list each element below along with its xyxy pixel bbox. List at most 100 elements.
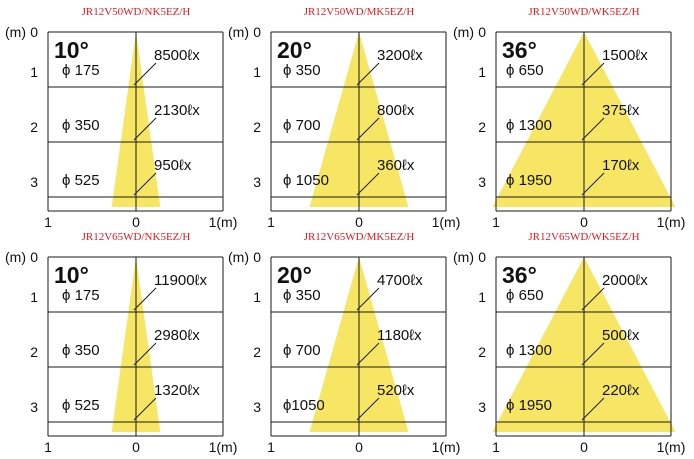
y-tick-2: 2	[30, 119, 38, 135]
x-tick-right: 1(m)	[209, 214, 238, 230]
illuminance-value: 8500ℓx	[154, 47, 200, 64]
x-tick-left: 1	[267, 214, 275, 230]
illuminance-value: 950ℓx	[154, 157, 192, 174]
beam-diameter: ϕ 700	[283, 117, 321, 134]
leader-line	[133, 342, 157, 366]
y-tick-3: 3	[253, 174, 261, 190]
beam-diameter: ϕ 1300	[506, 117, 552, 134]
y-tick-1: 1	[253, 64, 261, 80]
model-number: JR12V65WD/MK5EZ/H	[304, 231, 415, 243]
beam-diameter: ϕ 175	[62, 287, 100, 304]
beam-diameter: ϕ 350	[62, 342, 100, 359]
y-tick-3: 3	[478, 174, 486, 190]
illuminance-value: 2980ℓx	[154, 327, 200, 344]
beam-angle: 10°	[54, 37, 89, 63]
leader-line	[133, 172, 157, 196]
beam-diameter: ϕ 1300	[506, 342, 552, 359]
y-tick-0: 0	[478, 24, 486, 40]
x-tick-right: 1(m)	[209, 439, 238, 455]
y-tick-1: 1	[253, 289, 261, 305]
illuminance-value: 375ℓx	[602, 102, 640, 119]
beam-diameter: ϕ 650	[506, 62, 544, 79]
leader-line	[133, 117, 157, 141]
y-tick-3: 3	[30, 399, 38, 415]
x-tick-center: 0	[580, 439, 588, 455]
illuminance-value: 170ℓx	[602, 157, 640, 174]
model-number: JR12V50WD/MK5EZ/H	[304, 6, 415, 18]
unit-y: (m)	[5, 249, 26, 265]
beam-diameter: ϕ 1950	[506, 172, 552, 189]
model-number: JR12V65WD/NK5EZ/H	[82, 231, 191, 243]
beam-angle: 36°	[502, 37, 537, 63]
beam-diameter: ϕ 1950	[506, 397, 552, 414]
y-tick-0: 0	[253, 249, 261, 265]
leader-line	[581, 342, 605, 366]
x-tick-left: 1	[44, 214, 52, 230]
beam-diameter: ϕ 525	[62, 172, 100, 189]
beam-diameter: ϕ1050	[283, 397, 325, 414]
leader-line	[581, 287, 605, 311]
leader-line	[133, 62, 157, 86]
leader-line	[581, 397, 605, 421]
leader-line	[356, 117, 380, 141]
x-tick-left: 1	[492, 214, 500, 230]
y-tick-2: 2	[30, 344, 38, 360]
y-tick-2: 2	[253, 344, 261, 360]
y-tick-1: 1	[478, 64, 486, 80]
y-tick-2: 2	[253, 119, 261, 135]
beam-angle: 10°	[54, 262, 89, 288]
beam-diameter: ϕ 650	[506, 287, 544, 304]
beam-diameter: ϕ 1050	[283, 172, 329, 189]
leader-line	[356, 62, 380, 86]
illuminance-value: 1180ℓx	[377, 327, 422, 344]
model-number: JR12V50WD/NK5EZ/H	[82, 6, 191, 18]
leader-line	[581, 62, 605, 86]
leader-line	[356, 172, 380, 196]
y-tick-1: 1	[478, 289, 486, 305]
illuminance-value: 3200ℓx	[377, 47, 423, 64]
beam-angle: 20°	[277, 37, 312, 63]
model-number: JR12V50WD/WK5EZ/H	[528, 6, 639, 18]
unit-y: (m)	[228, 24, 249, 40]
illuminance-value: 220ℓx	[602, 382, 640, 399]
y-tick-0: 0	[30, 24, 38, 40]
y-tick-0: 0	[30, 249, 38, 265]
y-tick-0: 0	[253, 24, 261, 40]
unit-y: (m)	[453, 249, 474, 265]
illuminance-value: 11900ℓx	[154, 272, 207, 289]
y-tick-3: 3	[30, 174, 38, 190]
x-tick-left: 1	[267, 439, 275, 455]
y-tick-3: 3	[253, 399, 261, 415]
beam-diameter: ϕ 700	[283, 342, 321, 359]
x-tick-center: 0	[132, 214, 140, 230]
illuminance-value: 4700ℓx	[377, 272, 423, 289]
beam-diameter: ϕ 525	[62, 397, 100, 414]
beam-angle: 20°	[277, 262, 312, 288]
y-tick-0: 0	[478, 249, 486, 265]
x-tick-right: 1(m)	[432, 214, 461, 230]
leader-line	[581, 172, 605, 196]
unit-y: (m)	[5, 24, 26, 40]
x-tick-left: 1	[492, 439, 500, 455]
x-tick-center: 0	[132, 439, 140, 455]
x-tick-left: 1	[44, 439, 52, 455]
leader-line	[581, 117, 605, 141]
beam-diameter: ϕ 350	[283, 62, 321, 79]
leader-line	[356, 287, 380, 311]
y-tick-2: 2	[478, 119, 486, 135]
x-tick-center: 0	[355, 439, 363, 455]
illuminance-value: 2000ℓx	[602, 272, 648, 289]
illuminance-value: 1500ℓx	[602, 47, 648, 64]
leader-line	[356, 342, 380, 366]
illuminance-value: 360ℓx	[377, 157, 415, 174]
leader-line	[133, 397, 157, 421]
y-tick-1: 1	[30, 289, 38, 305]
illuminance-value: 500ℓx	[602, 327, 640, 344]
